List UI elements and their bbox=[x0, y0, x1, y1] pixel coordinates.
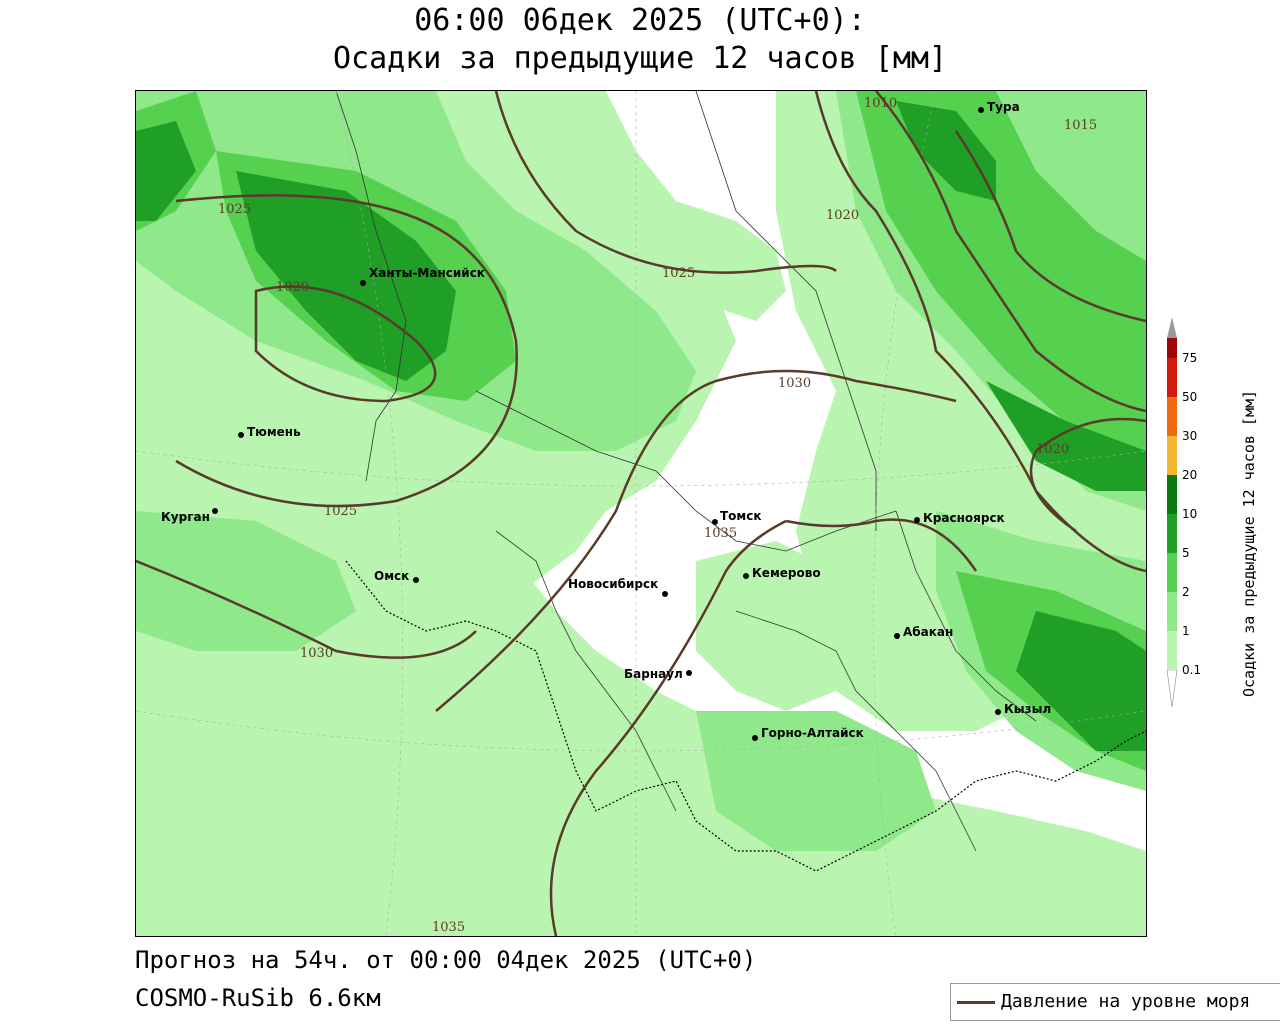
isobar-label: 1020 bbox=[1036, 442, 1069, 457]
colorbar-segment bbox=[1167, 358, 1177, 397]
city-abakan[interactable]: Абакан bbox=[894, 625, 953, 639]
colorbar-lower-cap bbox=[1166, 669, 1178, 708]
city-name: Барнаул bbox=[624, 667, 683, 681]
country-border bbox=[345, 560, 1146, 872]
colorbar-segment bbox=[1167, 338, 1177, 358]
city-tyumen[interactable]: Тюмень bbox=[238, 425, 301, 439]
isobars bbox=[136, 91, 1146, 936]
city-name: Горно-Алтайск bbox=[761, 726, 864, 740]
colorbar-segment bbox=[1167, 514, 1177, 553]
city-name: Омск bbox=[374, 569, 409, 583]
city-dot bbox=[686, 670, 692, 676]
isobar-label: 1025 bbox=[662, 266, 695, 281]
colorbar-title: Осадки за предыдущие 12 часов [мм] bbox=[1234, 325, 1264, 705]
forecast-info: Прогноз на 54ч. от 00:00 04дек 2025 (UTC… bbox=[135, 946, 757, 974]
city-dot bbox=[238, 432, 244, 438]
city-name: Красноярск bbox=[923, 511, 1005, 525]
city-barnaul[interactable]: Барнаул bbox=[624, 667, 692, 681]
city-name: Новосибирск bbox=[568, 577, 658, 591]
city-markers: Тура Ханты-Мансийск Тюмень Курган Омск Н… bbox=[161, 100, 1051, 741]
pressure-line-swatch bbox=[957, 1000, 995, 1004]
isobar-label: 1030 bbox=[300, 646, 333, 661]
city-tura[interactable]: Тура bbox=[978, 100, 1020, 114]
map-title-time: 06:00 06дек 2025 (UTC+0): bbox=[414, 3, 866, 38]
city-kemerovo[interactable]: Кемерово bbox=[743, 566, 821, 580]
city-omsk[interactable]: Омск bbox=[374, 569, 419, 583]
city-dot bbox=[662, 591, 668, 597]
colorbar-scale: 0.1 1 2 5 10 20 30 50 75 bbox=[1166, 317, 1201, 710]
isobar-label: 1035 bbox=[704, 526, 737, 541]
colorbar-tick: 2 bbox=[1182, 585, 1190, 599]
city-name: Кемерово bbox=[752, 566, 821, 580]
precip-colorbar: 0.1 1 2 5 10 20 30 50 75 bbox=[1160, 315, 1280, 715]
isobar-label: 1035 bbox=[432, 920, 465, 935]
isobar-label: 1015 bbox=[1064, 118, 1097, 133]
map-canvas: 1010 1015 1020 1025 1025 1020 1030 1025 … bbox=[136, 91, 1146, 936]
colorbar-tick: 50 bbox=[1182, 390, 1197, 404]
pressure-legend: Давление на уровне моря bbox=[950, 983, 1280, 1021]
colorbar-segment bbox=[1167, 631, 1177, 670]
colorbar-upper-cap bbox=[1167, 317, 1177, 338]
colorbar-tick: 0.1 bbox=[1182, 663, 1201, 677]
map-title-variable: Осадки за предыдущие 12 часов [мм] bbox=[332, 41, 948, 76]
colorbar-title-text: Осадки за предыдущие 12 часов [мм] bbox=[1240, 390, 1258, 697]
colorbar-segment bbox=[1167, 553, 1177, 592]
city-dot bbox=[978, 107, 984, 113]
admin-boundaries bbox=[335, 91, 1037, 852]
city-tomsk[interactable]: Томск bbox=[712, 509, 762, 525]
isobar-label: 1010 bbox=[864, 96, 897, 111]
city-dot bbox=[743, 573, 749, 579]
city-dot bbox=[894, 633, 900, 639]
colorbar-tick: 30 bbox=[1182, 429, 1197, 443]
graticule bbox=[136, 91, 1146, 936]
isobar-label: 1020 bbox=[276, 280, 309, 295]
model-name: COSMO-RuSib 6.6км bbox=[135, 984, 381, 1012]
city-dot bbox=[752, 735, 758, 741]
isobar-label: 1020 bbox=[826, 208, 859, 223]
city-dot bbox=[914, 517, 920, 523]
isobar-label: 1025 bbox=[324, 504, 357, 519]
city-gorno-altaysk[interactable]: Горно-Алтайск bbox=[752, 726, 864, 741]
colorbar-tick: 75 bbox=[1182, 351, 1197, 365]
city-kurgan[interactable]: Курган bbox=[161, 508, 218, 524]
colorbar-segment bbox=[1167, 436, 1177, 475]
city-krasnoyarsk[interactable]: Красноярск bbox=[914, 511, 1005, 525]
isobar-label: 1030 bbox=[778, 376, 811, 391]
colorbar-under-arrow bbox=[1167, 708, 1177, 710]
city-dot bbox=[360, 280, 366, 286]
colorbar-segment bbox=[1167, 397, 1177, 436]
colorbar-segment bbox=[1167, 592, 1177, 631]
city-name: Томск bbox=[720, 509, 762, 523]
city-dot bbox=[413, 577, 419, 583]
pressure-legend-label: Давление на уровне моря bbox=[1001, 991, 1251, 1012]
city-name: Курган bbox=[161, 510, 210, 524]
colorbar-segment bbox=[1167, 475, 1177, 514]
city-dot bbox=[995, 709, 1001, 715]
city-kyzyl[interactable]: Кызыл bbox=[995, 702, 1051, 716]
city-name: Кызыл bbox=[1004, 702, 1051, 716]
isobar-labels: 1010 1015 1020 1025 1025 1020 1030 1025 … bbox=[218, 96, 1097, 935]
precipitation-map: 1010 1015 1020 1025 1025 1020 1030 1025 … bbox=[135, 90, 1147, 937]
colorbar-tick: 10 bbox=[1182, 507, 1197, 521]
city-name: Абакан bbox=[903, 625, 953, 639]
city-dot bbox=[712, 519, 718, 525]
colorbar-tick: 5 bbox=[1182, 546, 1190, 560]
city-name: Тура bbox=[987, 100, 1020, 114]
colorbar-tick: 1 bbox=[1182, 624, 1190, 638]
colorbar-tick: 20 bbox=[1182, 468, 1197, 482]
city-novosibirsk[interactable]: Новосибирск bbox=[568, 577, 668, 597]
city-name: Ханты-Мансийск bbox=[369, 266, 485, 280]
city-dot bbox=[212, 508, 218, 514]
city-khanty-mansiysk[interactable]: Ханты-Мансийск bbox=[360, 266, 485, 286]
city-name: Тюмень bbox=[247, 425, 301, 439]
isobar-label: 1025 bbox=[218, 202, 251, 217]
